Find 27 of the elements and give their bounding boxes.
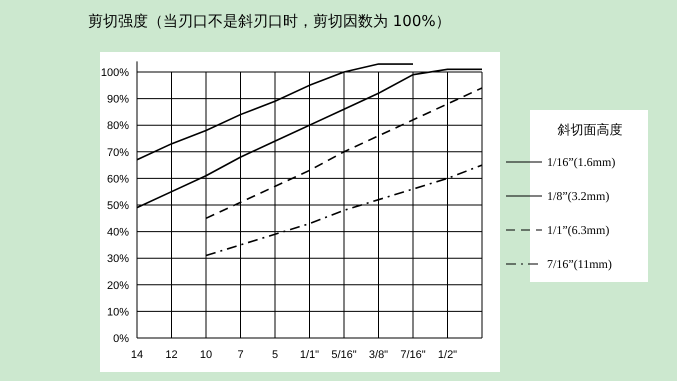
y-tick-label: 100% [100, 67, 130, 79]
x-tick-label: 1/2" [438, 349, 458, 361]
legend-label: 7/16”(11mm) [547, 257, 612, 271]
x-tick-label: 12 [165, 349, 178, 361]
x-tick-label: 7/16" [400, 349, 426, 361]
y-tick-label: 80% [106, 120, 130, 132]
y-tick-label: 10% [106, 306, 130, 318]
chart-title: 剪切强度（当刃口不是斜刃口时，剪切因数为 100%） [88, 12, 451, 30]
y-tick-label: 40% [106, 226, 130, 239]
y-tick-label: 0% [113, 333, 130, 345]
y-tick-label: 50% [106, 200, 130, 212]
y-tick-label: 60% [106, 173, 130, 186]
x-tick-label: 3/8" [368, 349, 388, 361]
x-tick-label: 5 [272, 349, 278, 361]
y-tick-label: 20% [106, 280, 130, 292]
x-tick-label: 7 [237, 349, 244, 361]
legend-label: 1/8”(3.2mm) [547, 189, 610, 203]
y-tick-label: 70% [106, 146, 130, 159]
x-tick-label: 10 [200, 349, 212, 361]
y-tick-label: 30% [106, 253, 130, 266]
x-tick-label: 5/16" [331, 349, 357, 361]
legend-label: 1/16”(1.6mm) [547, 155, 616, 169]
y-tick-label: 90% [106, 94, 130, 106]
legend-title: 斜切面高度 [558, 122, 622, 138]
legend-label: 1/1”(6.3mm) [547, 223, 610, 237]
x-tick-label: 14 [130, 349, 144, 361]
x-tick-label: 1/1" [300, 349, 320, 361]
